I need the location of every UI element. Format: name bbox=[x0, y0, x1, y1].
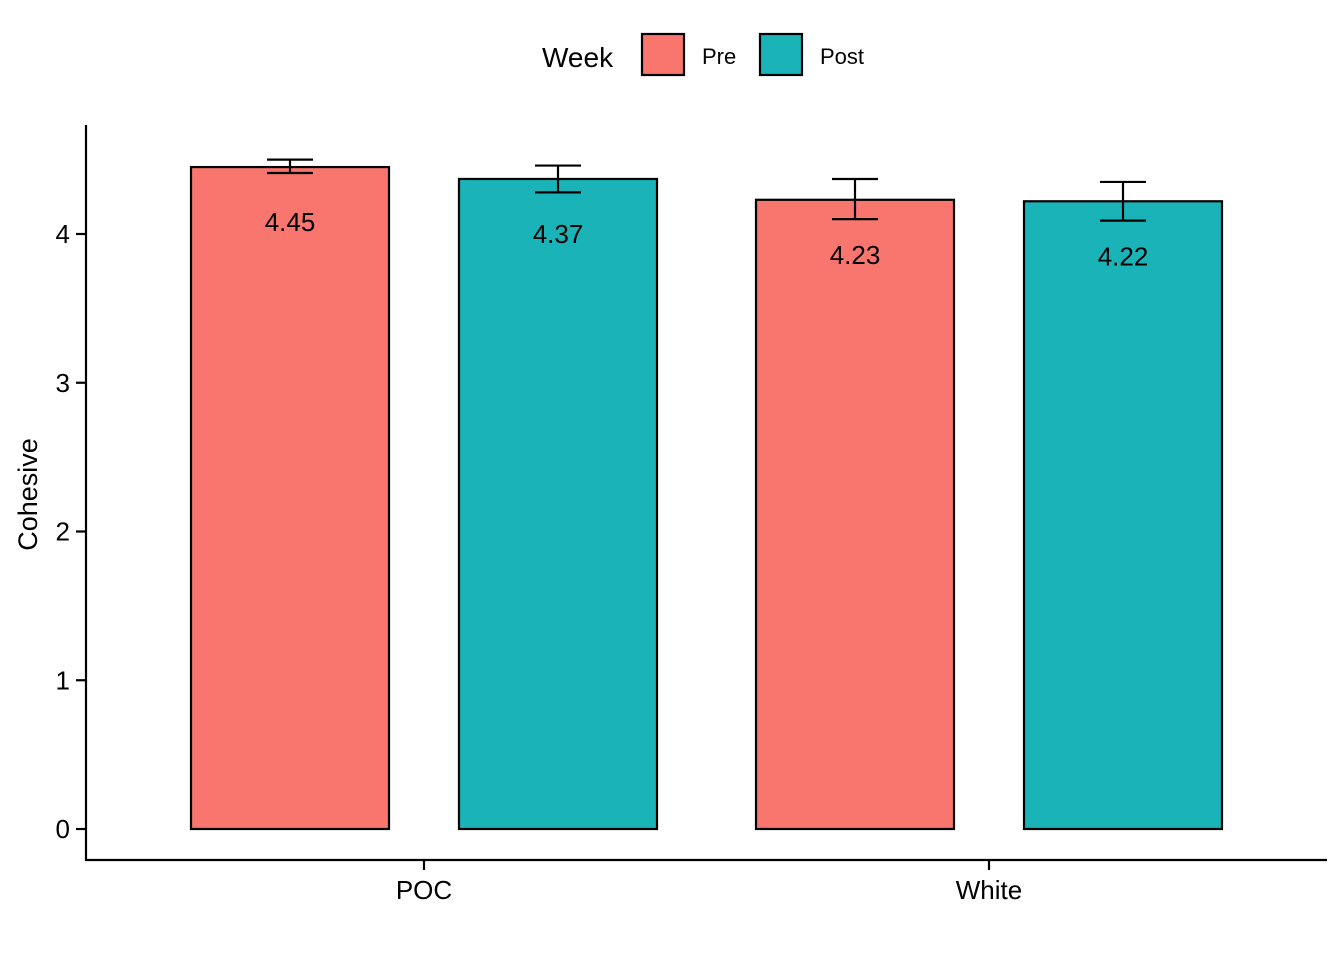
data-label-post-white: 4.22 bbox=[1098, 241, 1149, 271]
y-tick-label: 4 bbox=[56, 219, 70, 249]
data-label-pre-poc: 4.45 bbox=[265, 207, 316, 237]
y-axis-title: Cohesive bbox=[13, 438, 43, 551]
error-bars bbox=[267, 158, 1146, 222]
axes: 0 1 2 3 4 POC White Cohesive bbox=[13, 125, 1327, 905]
x-tick-label-white: White bbox=[956, 875, 1022, 905]
x-ticks: POC White bbox=[396, 860, 1022, 905]
legend-label-post: Post bbox=[820, 44, 864, 69]
x-tick-label-poc: POC bbox=[396, 875, 452, 905]
legend-title: Week bbox=[542, 42, 614, 73]
data-label-pre-white: 4.23 bbox=[830, 240, 881, 270]
bar-post-poc bbox=[457, 177, 659, 831]
legend: Week Pre Post bbox=[542, 32, 864, 77]
error-bar-pre-white bbox=[832, 177, 878, 221]
data-label-post-poc: 4.37 bbox=[533, 219, 584, 249]
bar-pre-white bbox=[754, 198, 956, 831]
bar-post-white bbox=[1022, 200, 1224, 831]
y-tick-label: 0 bbox=[56, 814, 70, 844]
y-tick-label: 1 bbox=[56, 665, 70, 695]
y-tick-label: 2 bbox=[56, 517, 70, 547]
legend-label-pre: Pre bbox=[702, 44, 736, 69]
error-bar-post-white bbox=[1100, 180, 1146, 222]
bar-pre-poc bbox=[189, 165, 391, 831]
bars bbox=[189, 165, 1224, 831]
y-ticks: 0 1 2 3 4 bbox=[56, 219, 86, 844]
y-tick-label: 3 bbox=[56, 368, 70, 398]
error-bar-pre-poc bbox=[267, 158, 313, 175]
legend-key-pre bbox=[640, 32, 686, 77]
error-bar-post-poc bbox=[535, 164, 581, 194]
data-labels: 4.45 4.23 4.37 4.22 bbox=[265, 207, 1149, 271]
legend-key-post bbox=[758, 32, 804, 77]
